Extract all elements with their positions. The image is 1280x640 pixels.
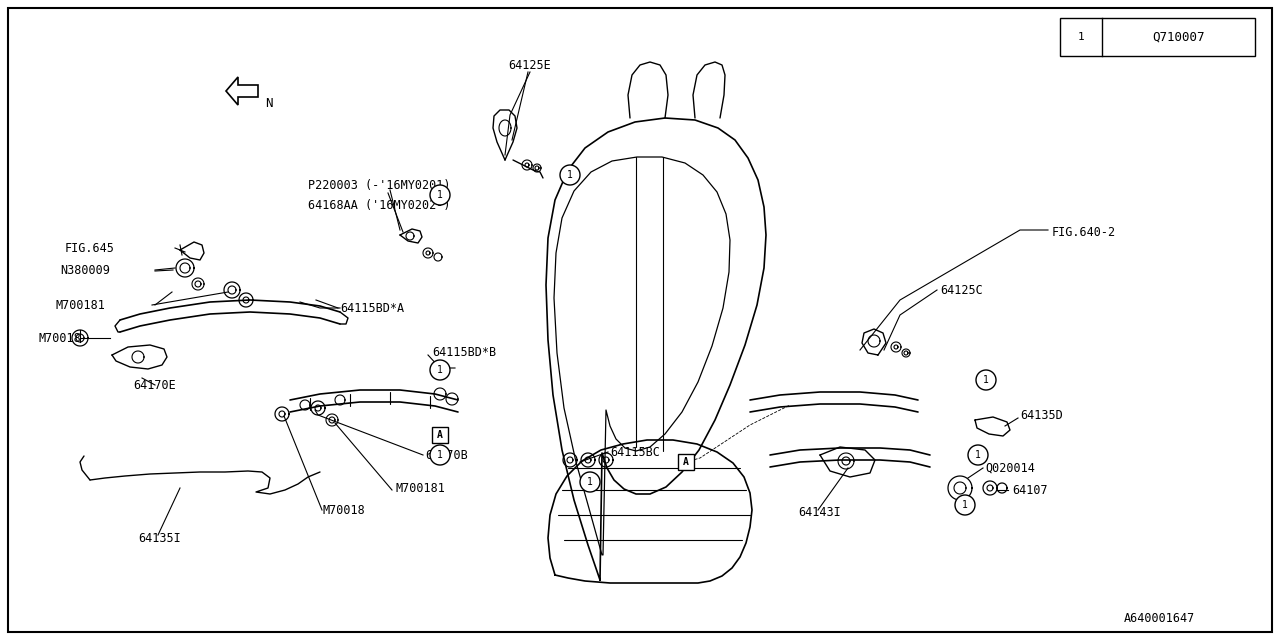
- Circle shape: [955, 495, 975, 515]
- Text: 64125E: 64125E: [508, 58, 552, 72]
- Text: 64135I: 64135I: [138, 531, 182, 545]
- Text: Q020014: Q020014: [986, 461, 1034, 474]
- Text: M700181: M700181: [396, 481, 445, 495]
- Text: 64125C: 64125C: [940, 284, 983, 296]
- Circle shape: [430, 445, 451, 465]
- Text: 1: 1: [436, 450, 443, 460]
- Text: A640001647: A640001647: [1124, 611, 1196, 625]
- Text: 1: 1: [436, 190, 443, 200]
- Text: 64115BD*B: 64115BD*B: [433, 346, 497, 358]
- Circle shape: [430, 360, 451, 380]
- Circle shape: [561, 165, 580, 185]
- Text: 64168AA ('16MY0202-): 64168AA ('16MY0202-): [308, 198, 451, 211]
- Text: N: N: [265, 97, 273, 109]
- Text: 64115BD*A: 64115BD*A: [340, 301, 404, 314]
- Text: 64135D: 64135D: [1020, 408, 1062, 422]
- Text: M70018: M70018: [38, 332, 81, 344]
- Circle shape: [968, 445, 988, 465]
- Text: M700181: M700181: [55, 298, 105, 312]
- Text: 64107: 64107: [1012, 483, 1047, 497]
- Text: A: A: [436, 430, 443, 440]
- Text: 64170B: 64170B: [425, 449, 467, 461]
- FancyBboxPatch shape: [1060, 18, 1254, 56]
- Text: 64143I: 64143I: [799, 506, 841, 520]
- Text: Q710007: Q710007: [1152, 31, 1204, 44]
- Circle shape: [430, 185, 451, 205]
- FancyBboxPatch shape: [433, 427, 448, 443]
- FancyBboxPatch shape: [678, 454, 694, 470]
- Text: 1: 1: [567, 170, 573, 180]
- Text: N380009: N380009: [60, 264, 110, 276]
- Text: A: A: [684, 457, 689, 467]
- Text: M70018: M70018: [323, 504, 365, 516]
- Circle shape: [1070, 26, 1092, 48]
- Text: 1: 1: [588, 477, 593, 487]
- Text: 1: 1: [975, 450, 980, 460]
- Text: 64115BC: 64115BC: [611, 445, 660, 458]
- Text: 1: 1: [1078, 32, 1084, 42]
- Text: 1: 1: [436, 365, 443, 375]
- Text: P220003 (-'16MY0201): P220003 (-'16MY0201): [308, 179, 451, 191]
- Text: FIG.645: FIG.645: [65, 241, 115, 255]
- Text: FIG.640-2: FIG.640-2: [1052, 225, 1116, 239]
- Circle shape: [580, 472, 600, 492]
- Circle shape: [977, 370, 996, 390]
- Text: 1: 1: [983, 375, 989, 385]
- Text: 64170E: 64170E: [133, 378, 177, 392]
- Text: 1: 1: [963, 500, 968, 510]
